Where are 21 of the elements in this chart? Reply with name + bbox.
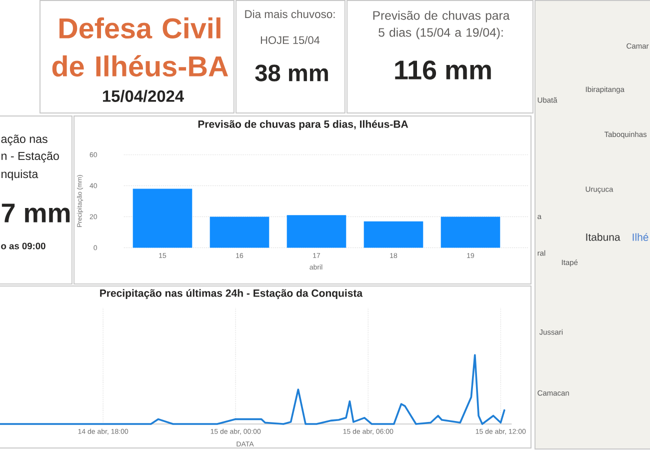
text: nquista <box>2 170 38 180</box>
text: Previsão de chuvas para 5 dias (15/04 a 19/04): <box>373 10 510 40</box>
bar <box>286 215 346 248</box>
text: HOJE 15/04 <box>260 36 320 44</box>
bar <box>132 188 192 248</box>
chart-title: Precipitação nas últimas 24h - Estação da Conquista <box>100 289 363 299</box>
chart-title: Previsão de chuvas para 5 dias, Ilhéus-BA <box>198 120 408 130</box>
text: Itabuna <box>586 233 620 241</box>
text: Defesa Civil de Ilhéus-BA <box>52 17 228 77</box>
text: Ilhé <box>632 233 648 241</box>
text: 7 mm <box>2 204 70 222</box>
text: 15/04/2024 <box>102 90 184 102</box>
text: ação nas <box>1 134 48 146</box>
text: n - Estação <box>2 152 59 162</box>
bar <box>440 216 500 248</box>
text: 38 mm <box>255 64 328 82</box>
text: Dia mais chuvoso: <box>245 10 335 18</box>
bar <box>364 221 424 248</box>
bar <box>210 216 270 248</box>
text: 116 mm <box>395 60 491 80</box>
text: o as 09:00 <box>1 242 46 250</box>
